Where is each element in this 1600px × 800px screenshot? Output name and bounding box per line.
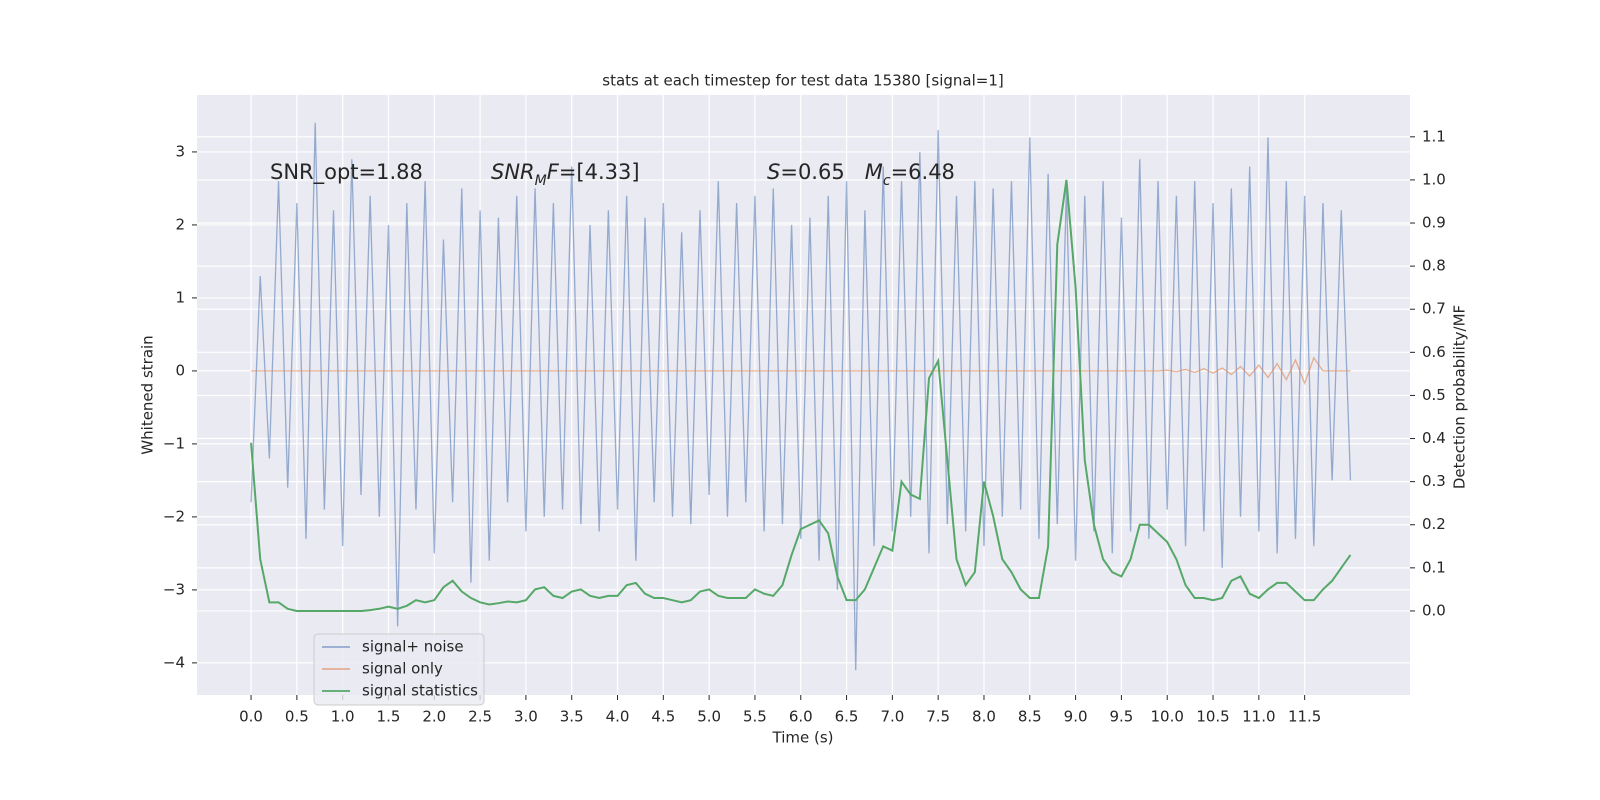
y-tick-label: −3 bbox=[163, 580, 185, 598]
x-tick-label: 4.0 bbox=[606, 708, 630, 726]
y2-tick-label: 0.5 bbox=[1422, 386, 1446, 404]
y-axis-label: Whitened strain bbox=[139, 335, 157, 454]
annotation-part: SNR bbox=[491, 160, 535, 184]
x-tick-label: 6.5 bbox=[835, 708, 859, 726]
x-tick-label: 2.5 bbox=[468, 708, 492, 726]
y2-tick-label: 0.2 bbox=[1422, 515, 1446, 533]
y-tick-label: 3 bbox=[175, 142, 185, 160]
x-tick-label: 8.5 bbox=[1018, 708, 1042, 726]
x-tick-label: 11.5 bbox=[1288, 708, 1321, 726]
x-tick-label: 0.0 bbox=[239, 708, 263, 726]
legend-label: signal only bbox=[362, 660, 443, 678]
series-line bbox=[250, 122, 1352, 671]
y2-axis-label: Detection probability/MF bbox=[1451, 305, 1469, 489]
legend-box bbox=[313, 633, 485, 706]
annotation: SNRMF=[4.33] bbox=[491, 160, 640, 189]
x-tick-label: 6.0 bbox=[789, 708, 813, 726]
legend-label: signal+ noise bbox=[362, 638, 464, 656]
legend-label: signal statistics bbox=[362, 682, 478, 700]
y2-tick-label: 0.4 bbox=[1422, 429, 1446, 447]
x-tick-label: 7.0 bbox=[880, 708, 904, 726]
x-tick-label: 11.0 bbox=[1242, 708, 1275, 726]
annotation-part: =6.48 bbox=[891, 160, 955, 184]
annotation: SNR_opt=1.88 bbox=[270, 160, 423, 185]
y2-tick-label: 1.1 bbox=[1422, 127, 1446, 145]
annotation-part: =0.65 bbox=[780, 160, 864, 184]
annotation-part: SNR_opt=1.88 bbox=[270, 160, 423, 185]
x-tick-label: 9.5 bbox=[1109, 708, 1133, 726]
x-tick-label: 2.0 bbox=[422, 708, 446, 726]
x-tick-label: 9.0 bbox=[1064, 708, 1088, 726]
grid bbox=[197, 95, 1410, 695]
annotation-part: M bbox=[535, 173, 547, 189]
y2-tick-label: 1.0 bbox=[1422, 170, 1446, 188]
series-line bbox=[251, 356, 1351, 386]
y2-tick-label: 0.9 bbox=[1422, 214, 1446, 232]
y-tick-label: −4 bbox=[163, 653, 185, 671]
annotation-part: S bbox=[767, 160, 780, 184]
series-line bbox=[250, 179, 1352, 612]
x-tick-label: 4.5 bbox=[651, 708, 675, 726]
x-tick-label: 8.0 bbox=[972, 708, 996, 726]
annotation-part: M bbox=[865, 160, 883, 184]
x-tick-label: 3.0 bbox=[514, 708, 538, 726]
annotation-part: =[4.33] bbox=[559, 160, 640, 184]
x-tick-label: 1.0 bbox=[331, 708, 355, 726]
y2-tick-label: 0.6 bbox=[1422, 343, 1446, 361]
chart-title: stats at each timestep for test data 153… bbox=[602, 72, 1003, 90]
y-tick-label: −1 bbox=[163, 434, 185, 452]
x-tick-label: 3.5 bbox=[560, 708, 584, 726]
y2-tick-label: 0.1 bbox=[1422, 558, 1446, 576]
y2-tick-label: 0.7 bbox=[1422, 300, 1446, 318]
x-tick-label: 5.5 bbox=[743, 708, 767, 726]
x-tick-label: 10.5 bbox=[1196, 708, 1229, 726]
x-axis-label: Time (s) bbox=[772, 729, 834, 747]
x-tick-label: 7.5 bbox=[926, 708, 950, 726]
y-tick-label: 0 bbox=[175, 361, 185, 379]
annotation-part: c bbox=[883, 173, 891, 189]
y-tick-label: 2 bbox=[175, 215, 185, 233]
y-tick-label: 1 bbox=[175, 288, 185, 306]
x-tick-label: 0.5 bbox=[285, 708, 309, 726]
x-tick-label: 5.0 bbox=[697, 708, 721, 726]
x-tick-label: 1.5 bbox=[377, 708, 401, 726]
annotation-part: F bbox=[547, 160, 560, 184]
y2-tick-label: 0.3 bbox=[1422, 472, 1446, 490]
y-tick-label: −2 bbox=[163, 507, 185, 525]
y2-tick-label: 0.0 bbox=[1422, 601, 1446, 619]
y2-tick-label: 0.8 bbox=[1422, 257, 1446, 275]
annotation: S=0.65 Mc=6.48 bbox=[767, 160, 955, 189]
x-tick-label: 10.0 bbox=[1151, 708, 1184, 726]
